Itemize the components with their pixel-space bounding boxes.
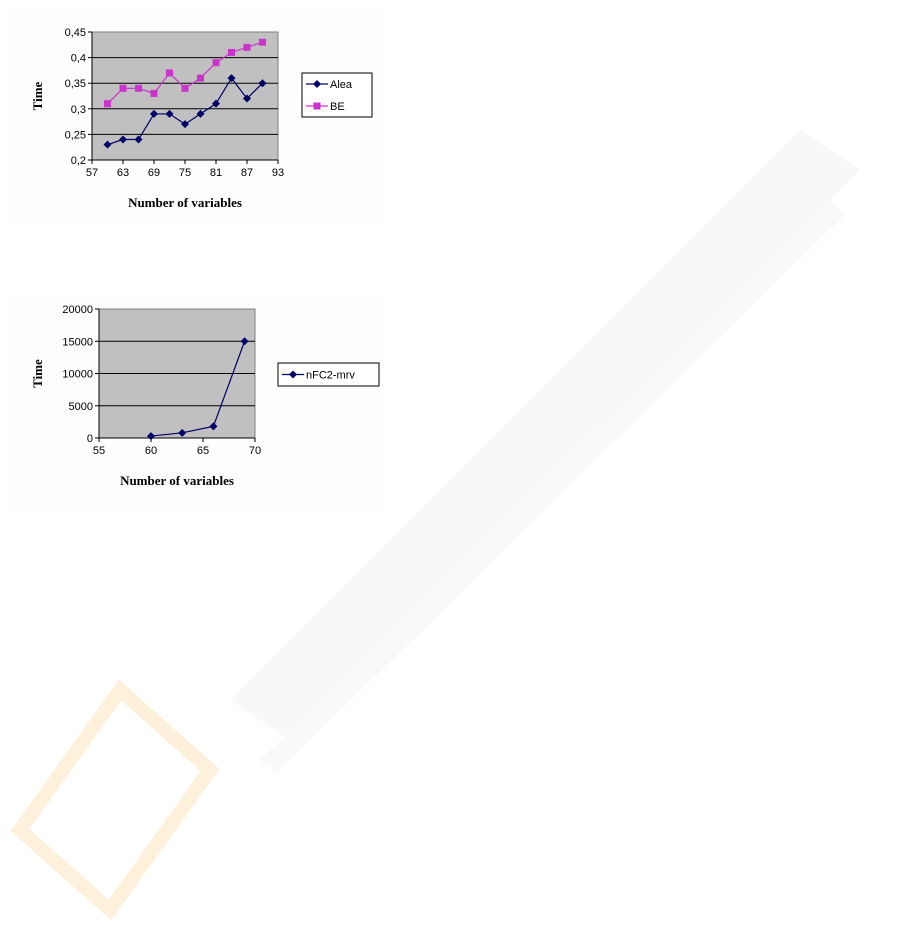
x-tick-label: 75	[179, 167, 191, 179]
y-tick-label: 20000	[62, 304, 93, 316]
data-point	[147, 432, 155, 441]
data-point	[243, 43, 251, 51]
y-axis-label: Time	[30, 359, 45, 388]
watermark-diamond-shape	[10, 679, 220, 921]
data-point	[212, 99, 220, 108]
data-point	[166, 69, 173, 77]
data-point	[134, 135, 143, 144]
x-axis-label: Number of variables	[128, 195, 242, 210]
x-tick-label: 57	[86, 167, 98, 179]
legend-box	[277, 362, 380, 387]
data-point	[119, 135, 127, 144]
legend-box	[301, 72, 373, 118]
data-point	[119, 84, 127, 92]
y-tick-label: 0	[87, 433, 93, 445]
data-point	[212, 59, 220, 67]
x-tick-label: 87	[241, 167, 253, 179]
data-point	[243, 94, 251, 103]
data-point	[165, 109, 174, 118]
data-point	[178, 428, 187, 437]
y-tick-label: 0,45	[65, 27, 86, 39]
x-tick-label: 70	[249, 445, 261, 457]
y-tick-label: 15000	[62, 336, 93, 348]
legend-marker	[289, 370, 297, 379]
data-point	[135, 84, 142, 92]
y-tick-label: 0,25	[65, 129, 86, 141]
legend: nFC2-mrv	[277, 362, 380, 387]
y-tick-label: 0,2	[71, 155, 86, 167]
x-tick-label: 55	[93, 445, 105, 457]
x-tick-label: 60	[145, 445, 157, 457]
data-point	[259, 38, 266, 46]
data-point	[181, 84, 189, 92]
y-tick-label: 0,3	[71, 104, 86, 116]
data-point	[228, 48, 235, 56]
data-point	[103, 140, 112, 149]
data-point	[181, 120, 189, 129]
x-tick-label: 81	[210, 167, 222, 179]
y-tick-label: 0,35	[65, 78, 86, 90]
data-point	[240, 337, 249, 346]
data-point	[150, 109, 158, 118]
x-tick-label: 69	[148, 167, 160, 179]
x-tick-label: 93	[272, 167, 284, 179]
legend-marker	[313, 102, 321, 110]
x-axis-label: Number of variables	[120, 473, 234, 488]
y-tick-label: 5000	[69, 401, 93, 413]
chart-time-nfc2-mrv: 0 5000 10000 15000 20000 55 60 65 70 Number of va…	[8, 296, 382, 512]
data-point	[258, 79, 267, 88]
legend-label: Alea	[330, 79, 353, 91]
data-point	[104, 100, 111, 108]
y-tick-label: 10000	[62, 369, 93, 381]
data-point	[197, 74, 204, 82]
watermark-band-shape	[230, 130, 860, 740]
legend-label: BE	[330, 101, 345, 113]
legend-marker	[313, 80, 321, 88]
y-axis-label: Time	[30, 81, 45, 110]
data-point	[227, 74, 236, 83]
data-point	[150, 89, 158, 97]
watermark-band-shape	[260, 200, 845, 775]
y-tick-label: 0,4	[71, 53, 86, 65]
data-point	[196, 109, 205, 118]
series-line-nfc2-mrv	[150, 341, 246, 437]
chart-time-alea-be: 0,2 0,25 0,3 0,35 0,4 0,45 57 63 69 75 81 87 93 Numbe…	[8, 10, 382, 220]
data-point	[209, 422, 218, 431]
legend-label: nFC2-mrv	[306, 370, 355, 382]
watermark-logo	[10, 130, 860, 921]
legend: Alea BE	[301, 72, 373, 118]
x-tick-label: 65	[197, 445, 209, 457]
x-tick-label: 63	[117, 167, 129, 179]
